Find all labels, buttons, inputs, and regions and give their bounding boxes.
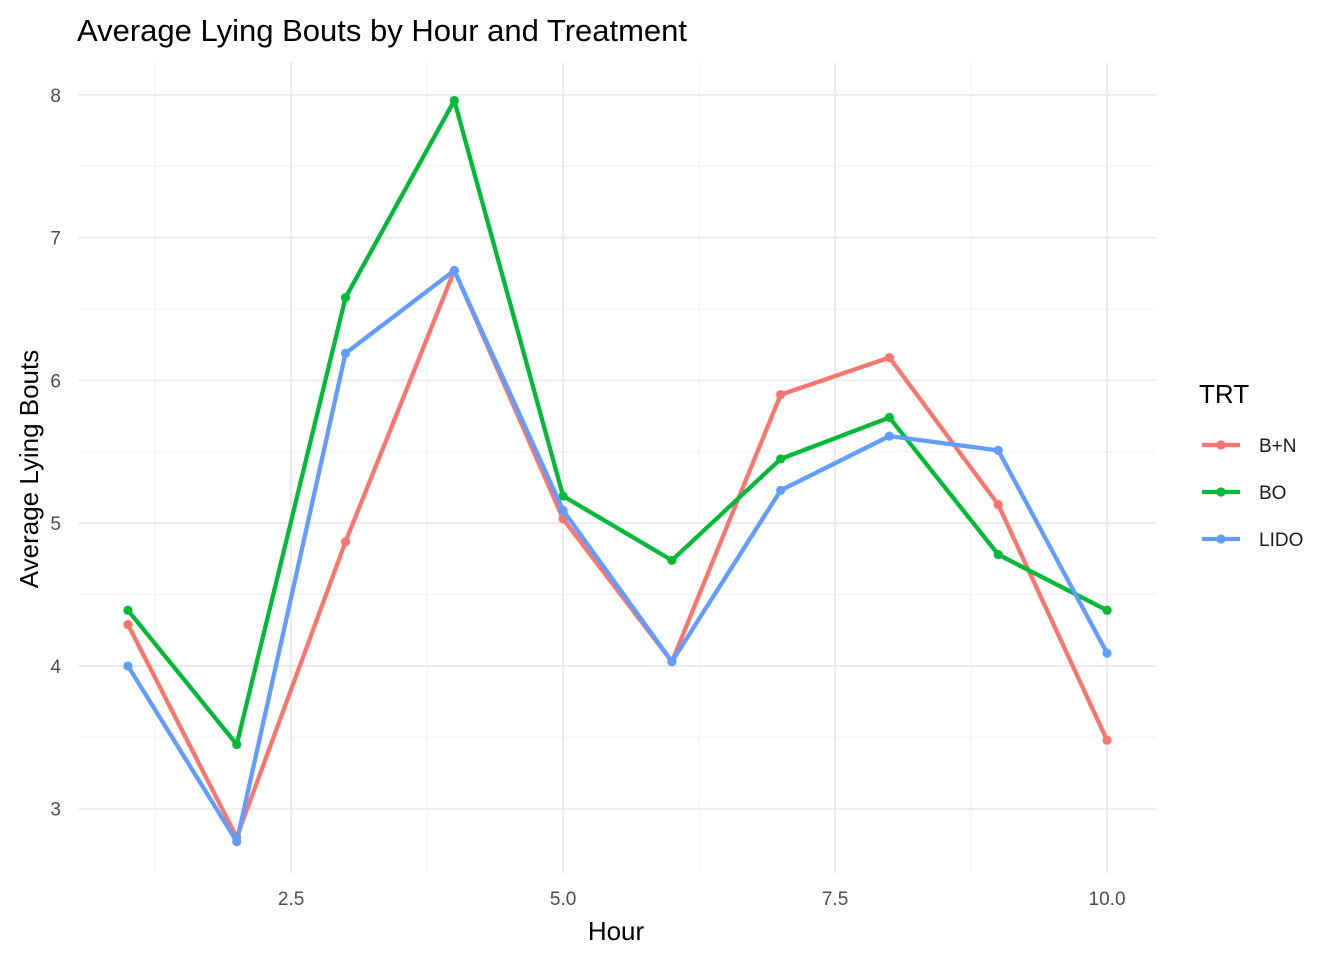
data-point-bo	[449, 95, 459, 106]
data-point-lido	[558, 505, 568, 515]
y-tick-label: 4	[50, 657, 61, 678]
major-gridlines	[79, 62, 1156, 873]
data-point-lido	[993, 445, 1003, 455]
y-tick-label: 6	[50, 371, 61, 392]
data-point-bo	[776, 454, 786, 464]
y-tick-label: 7	[50, 229, 61, 250]
data-point-lido	[449, 265, 459, 276]
legend-item-lido: LIDO	[1202, 530, 1303, 551]
chart-title: Average Lying Bouts by Hour and Treatmen…	[77, 13, 687, 48]
series-line-bo	[126, 98, 1109, 747]
data-point-b-n	[340, 537, 351, 547]
data-point-bo	[340, 292, 351, 303]
data-point-lido	[123, 661, 133, 671]
y-tick-label: 3	[50, 800, 61, 821]
series-bo	[123, 95, 1112, 750]
legend: TRT B+N BO LIDO	[1199, 379, 1303, 551]
data-point-lido	[340, 348, 351, 358]
legend-key-point	[1216, 487, 1226, 497]
series-b-n	[123, 265, 1112, 842]
data-point-bo	[123, 605, 133, 615]
legend-key-point	[1216, 534, 1226, 544]
data-point-b-n	[1102, 735, 1112, 745]
x-axis-tick-labels: 2.5 5.0 7.5 10.0	[278, 889, 1126, 910]
data-point-lido	[776, 485, 786, 495]
x-tick-label: 5.0	[550, 889, 576, 910]
legend-items: B+N BO LIDO	[1202, 436, 1303, 551]
y-tick-label: 5	[50, 514, 61, 535]
x-tick-label: 2.5	[278, 889, 304, 910]
x-tick-label: 10.0	[1089, 889, 1126, 910]
data-point-b-n	[884, 352, 895, 363]
y-axis-title: Average Lying Bouts	[14, 350, 44, 589]
y-axis-tick-labels: 3 4 5 6 7 8	[50, 86, 61, 821]
data-point-bo	[993, 549, 1003, 560]
data-point-lido	[1102, 648, 1112, 658]
data-point-b-n	[776, 390, 786, 400]
data-point-b-n	[123, 619, 133, 630]
series-layer	[123, 95, 1112, 847]
legend-key-point	[1216, 440, 1226, 450]
data-point-bo	[232, 739, 242, 750]
legend-item-b-n: B+N	[1202, 436, 1297, 457]
data-point-lido	[232, 836, 242, 847]
data-point-lido	[884, 431, 895, 441]
data-point-lido	[667, 657, 677, 667]
legend-item-bo: BO	[1202, 483, 1286, 504]
y-tick-label: 8	[50, 86, 61, 107]
x-tick-label: 7.5	[822, 889, 848, 910]
minor-gridlines	[79, 62, 1156, 873]
data-point-bo	[1102, 605, 1112, 615]
series-line-b-n	[126, 268, 1109, 840]
data-point-bo	[884, 412, 895, 423]
series-line-lido	[126, 268, 1109, 844]
x-axis-title: Hour	[588, 916, 645, 946]
legend-label: LIDO	[1259, 530, 1303, 551]
legend-label: BO	[1259, 483, 1286, 504]
legend-title: TRT	[1199, 379, 1249, 409]
data-point-bo	[667, 555, 677, 565]
legend-label: B+N	[1259, 436, 1297, 457]
data-point-b-n	[993, 500, 1003, 510]
data-point-bo	[558, 491, 568, 501]
series-lido	[123, 265, 1112, 847]
